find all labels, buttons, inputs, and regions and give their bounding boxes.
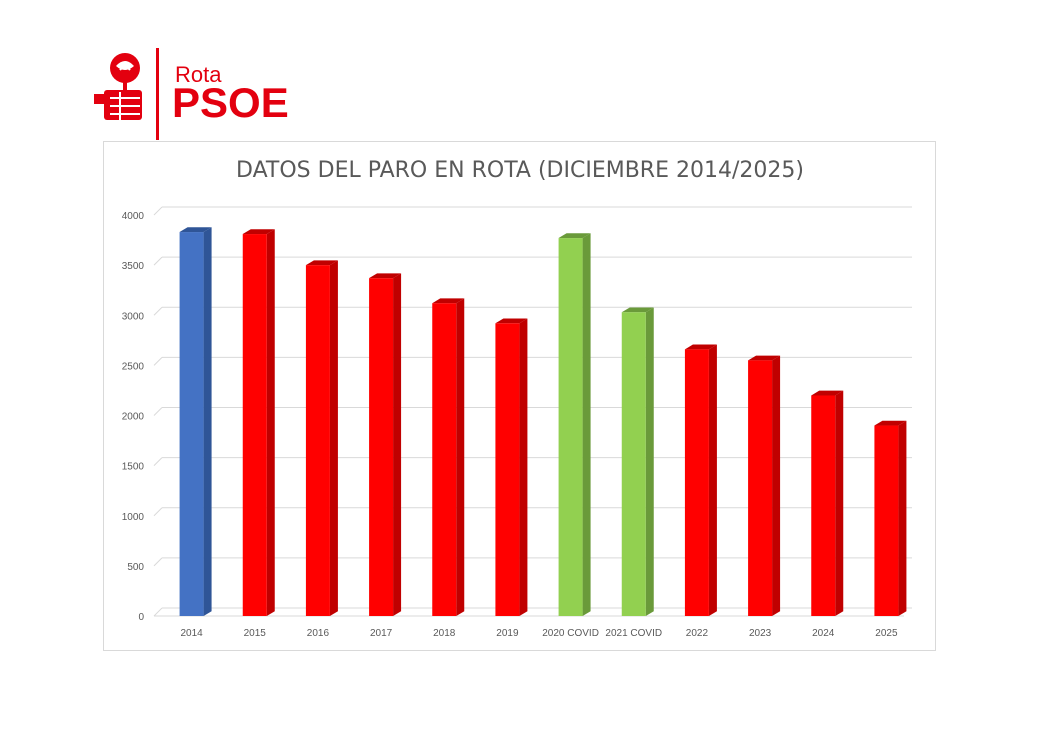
gridline-depth — [153, 457, 163, 466]
bar-top — [811, 390, 844, 396]
bar-front — [558, 238, 583, 616]
y-tick-label: 3000 — [122, 311, 145, 322]
x-tick-label: 2018 — [433, 628, 456, 639]
bar-front — [179, 232, 204, 616]
bar-front — [874, 425, 899, 616]
bar-side — [456, 298, 465, 616]
gridline-depth — [153, 557, 163, 567]
bar — [874, 420, 907, 616]
x-tick-label: 2019 — [496, 628, 519, 639]
bar-top — [621, 307, 654, 313]
chart-area: DATOS DEL PARO EN ROTA (DICIEMBRE 2014/2… — [103, 141, 936, 651]
bar-top — [495, 318, 528, 324]
bar — [179, 227, 212, 616]
bar — [432, 298, 465, 616]
bar-side — [266, 229, 275, 616]
bar — [811, 390, 844, 616]
bar-side — [329, 260, 338, 616]
bar-top — [748, 355, 781, 361]
bar-front — [242, 234, 267, 617]
bar — [748, 355, 781, 616]
y-tick-label: 3500 — [122, 261, 145, 272]
bar-side — [898, 420, 907, 616]
bar-top — [179, 227, 212, 233]
gridline-depth — [153, 306, 163, 316]
logo-divider — [156, 48, 159, 140]
gridline-depth — [153, 206, 163, 216]
bar-front — [621, 312, 646, 616]
bar-top — [684, 344, 717, 350]
bar-top — [558, 233, 591, 239]
bar-side — [393, 273, 402, 616]
bar — [621, 307, 654, 616]
x-tick-label: 2015 — [244, 628, 267, 639]
logo-city-name: Rota — [175, 62, 222, 87]
bar-top — [369, 273, 402, 279]
bar — [242, 229, 275, 617]
y-tick-label: 4000 — [122, 211, 145, 222]
bar-chart: DATOS DEL PARO EN ROTA (DICIEMBRE 2014/2… — [122, 158, 912, 639]
bar-side — [582, 233, 591, 616]
bar-side — [519, 318, 528, 616]
x-tick-label: 2016 — [307, 628, 330, 639]
gridline-depth — [153, 407, 163, 416]
x-tick-label: 2021 COVID — [605, 628, 662, 639]
bar-front — [432, 303, 457, 616]
bar-side — [645, 307, 654, 616]
bar — [558, 233, 591, 616]
bar-side — [772, 355, 781, 616]
bar-side — [708, 344, 717, 616]
psoe-logo-emblem — [90, 46, 280, 142]
bar — [495, 318, 528, 616]
chart-title: DATOS DEL PARO EN ROTA (DICIEMBRE 2014/2… — [236, 158, 804, 183]
x-tick-label: 2025 — [875, 628, 898, 639]
bar-front — [369, 278, 394, 616]
bar — [684, 344, 717, 616]
x-tick-label: 2023 — [749, 628, 772, 639]
y-tick-label: 2500 — [122, 361, 145, 372]
y-tick-label: 2000 — [122, 412, 145, 423]
bar-front — [748, 360, 773, 616]
y-tick-label: 0 — [138, 612, 144, 623]
bar-front — [305, 265, 330, 616]
logo-party-name: PSOE — [172, 79, 289, 126]
x-tick-label: 2022 — [686, 628, 709, 639]
x-tick-label: 2024 — [812, 628, 835, 639]
gridline-depth — [153, 507, 163, 517]
bar-front — [495, 323, 520, 616]
bar-top — [874, 420, 907, 426]
gridline-depth — [153, 256, 163, 266]
gridline-depth — [153, 607, 163, 617]
rose-fist-icon — [94, 53, 142, 120]
bar — [369, 273, 402, 616]
x-tick-label: 2020 COVID — [542, 628, 599, 639]
bar-side — [203, 227, 212, 616]
y-tick-label: 500 — [127, 562, 144, 573]
gridline-depth — [153, 357, 163, 366]
bar-top — [305, 260, 338, 266]
bar — [305, 260, 338, 616]
y-tick-label: 1000 — [122, 512, 145, 523]
bar-front — [684, 349, 709, 616]
x-tick-label: 2017 — [370, 628, 393, 639]
bar-top — [432, 298, 465, 304]
bar-front — [811, 395, 836, 616]
bar-top — [242, 229, 275, 235]
y-tick-label: 1500 — [122, 462, 145, 473]
x-tick-label: 2014 — [180, 628, 203, 639]
bar-side — [835, 390, 844, 616]
